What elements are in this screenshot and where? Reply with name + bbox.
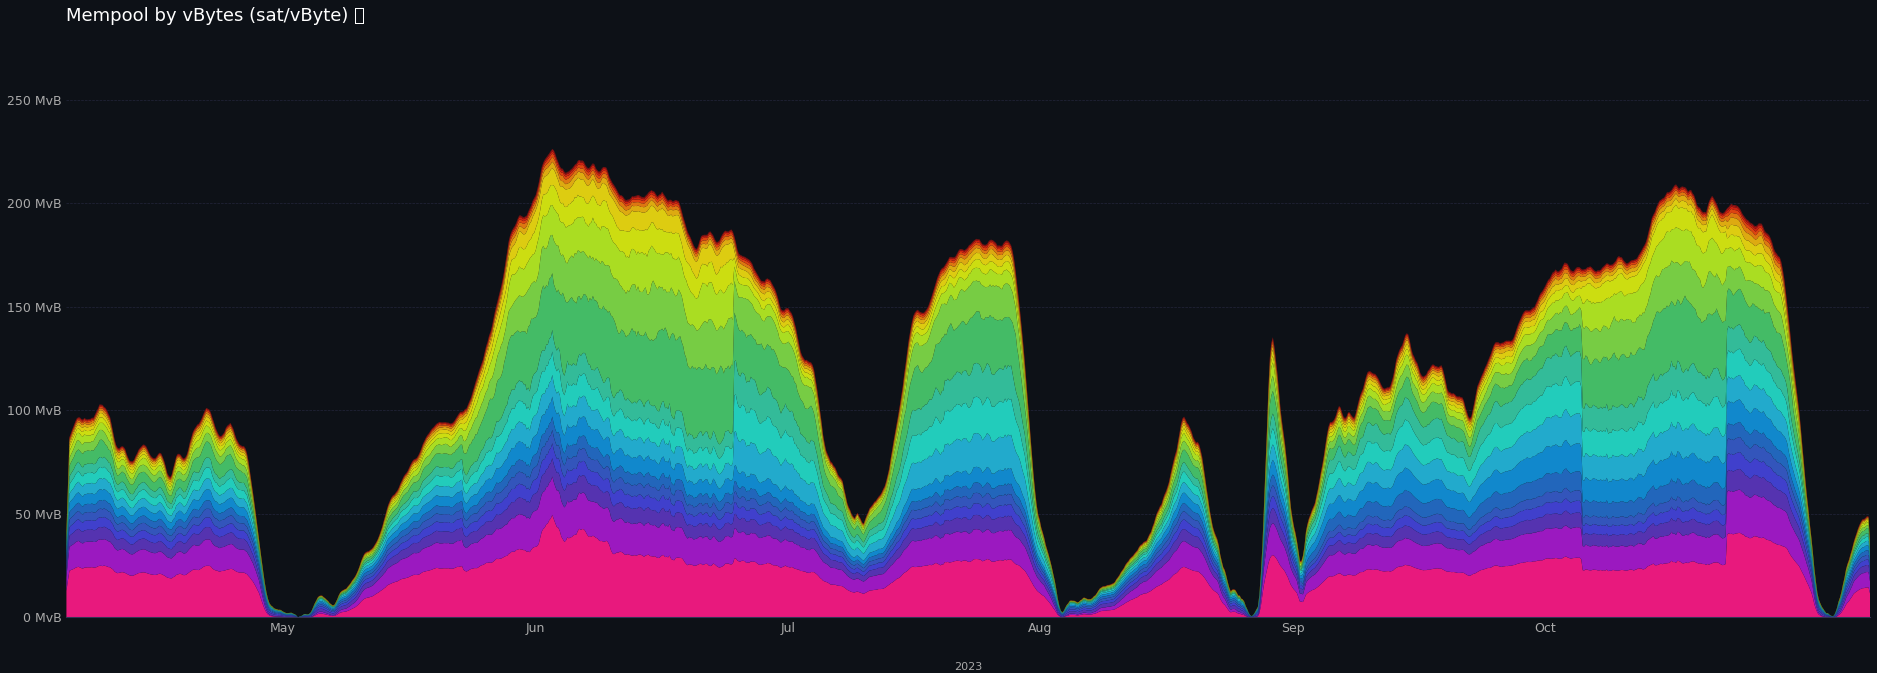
Text: 2023: 2023 xyxy=(954,662,982,672)
Text: Mempool by vBytes (sat/vByte) ⤵: Mempool by vBytes (sat/vByte) ⤵ xyxy=(66,7,366,25)
